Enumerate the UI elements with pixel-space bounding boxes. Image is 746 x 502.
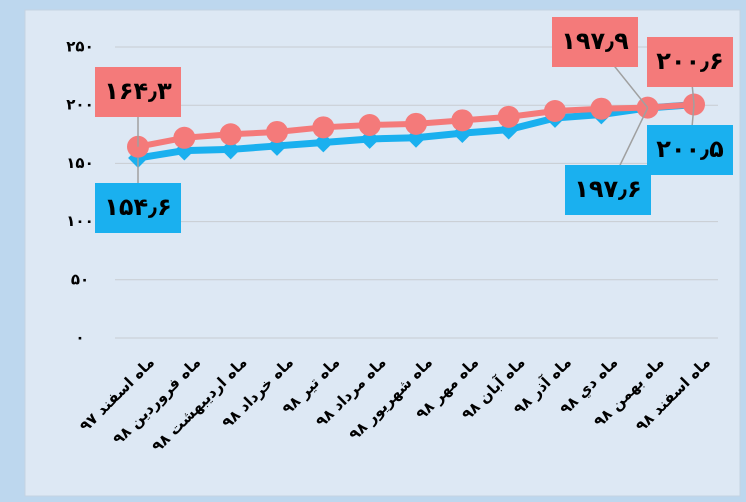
point [405, 112, 427, 135]
point [497, 105, 520, 128]
label-box [647, 125, 733, 175]
point [312, 116, 335, 139]
point [358, 113, 381, 136]
data-label: ۲۰۰٫۶ [656, 47, 724, 75]
point [220, 139, 241, 160]
y-tick-label: ۲۵۰ [66, 38, 93, 56]
data-label: ۱۵۴٫۶ [104, 193, 172, 221]
label-box [95, 67, 181, 117]
point [544, 100, 566, 123]
data-label: ۱۹۷٫۹ [561, 27, 629, 55]
label-box [565, 165, 651, 215]
label-box [552, 17, 638, 67]
label-box [95, 183, 181, 233]
point [590, 97, 613, 120]
label-box [647, 37, 733, 87]
data-label: ۱۶۴٫۳ [104, 77, 172, 105]
y-tick-label: ۱۰۰ [66, 212, 93, 230]
point [266, 120, 288, 143]
point [451, 109, 474, 132]
y-tick-label: ۰ [75, 329, 84, 347]
data-label: ۱۹۷٫۶ [574, 175, 642, 203]
y-tick-label: ۱۵۰ [66, 154, 93, 172]
point [219, 123, 242, 146]
point [173, 126, 196, 149]
y-tick-label: ۵۰ [71, 270, 89, 288]
y-tick-label: ۲۰۰ [66, 96, 93, 114]
point [313, 132, 334, 153]
data-label: ۲۰۰٫۵ [656, 135, 724, 163]
